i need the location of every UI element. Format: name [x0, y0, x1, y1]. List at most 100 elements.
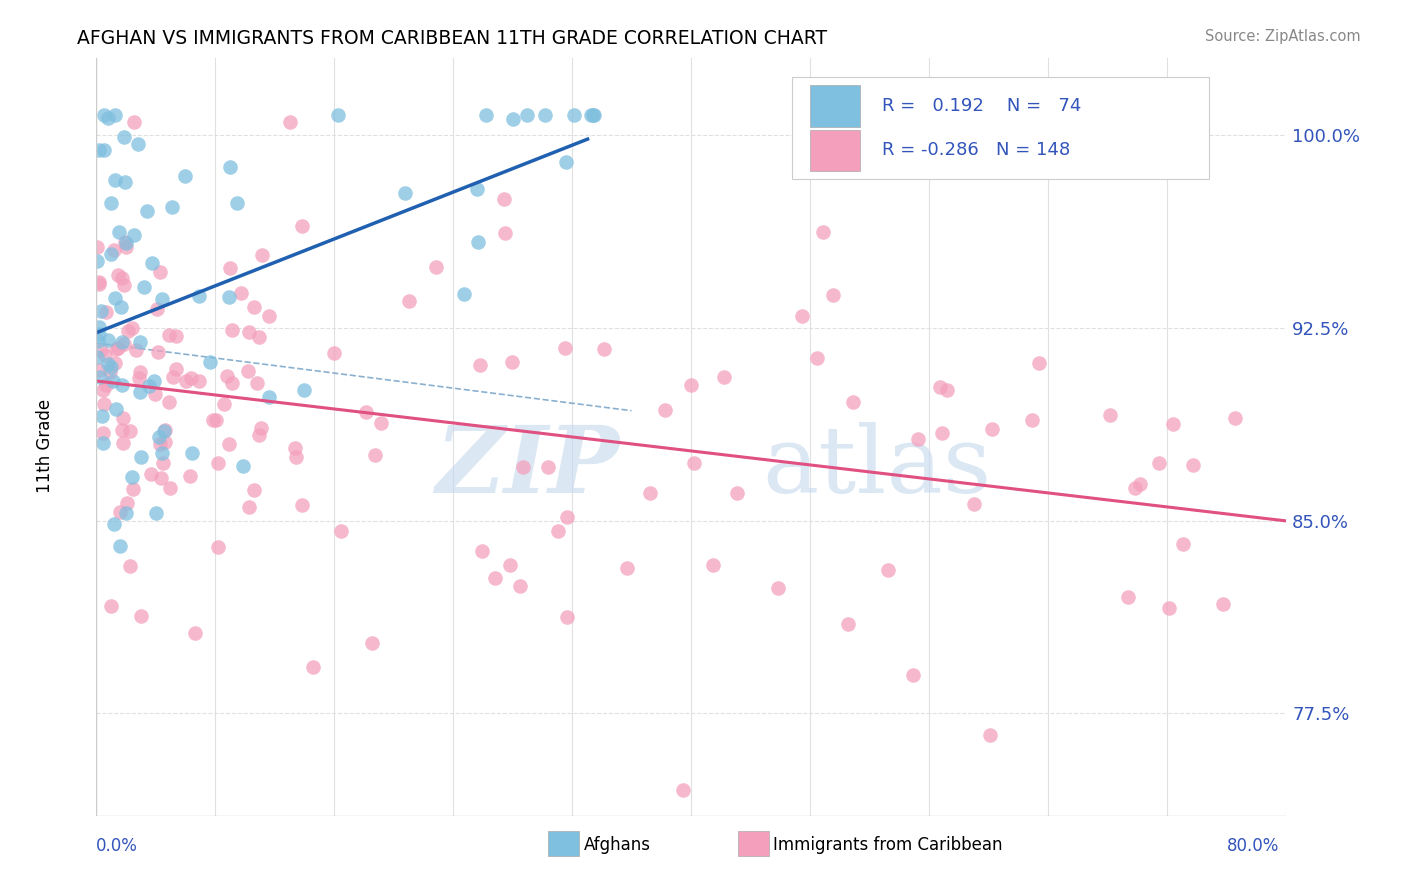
Point: [114, 235, 136, 250]
Point: [354, 405, 377, 419]
Point: [207, 456, 229, 470]
Point: [218, 290, 240, 304]
Point: [250, 421, 273, 435]
Point: [117, 324, 139, 338]
Point: [89, 370, 111, 384]
Point: [398, 294, 420, 309]
Point: [129, 335, 152, 350]
Point: [1147, 456, 1170, 470]
Point: [284, 441, 307, 455]
Point: [108, 505, 131, 519]
Point: [981, 422, 1004, 436]
Point: [291, 499, 314, 513]
Point: [89, 320, 111, 334]
Point: [112, 435, 135, 450]
Point: [494, 226, 516, 240]
Point: [91, 435, 114, 450]
Point: [152, 456, 174, 470]
Point: [184, 626, 207, 640]
Point: [246, 376, 269, 390]
Point: [931, 425, 953, 440]
Point: [91, 383, 114, 397]
Point: [713, 369, 735, 384]
Point: [128, 371, 150, 385]
Point: [104, 291, 127, 305]
Point: [174, 169, 197, 183]
Point: [114, 235, 136, 249]
Point: [146, 344, 169, 359]
Point: [111, 424, 134, 438]
Point: [141, 256, 163, 270]
Point: [90, 304, 112, 318]
Point: [188, 289, 211, 303]
Point: [150, 292, 173, 306]
Point: [582, 107, 605, 121]
Point: [929, 380, 952, 394]
Point: [326, 107, 349, 121]
Text: Immigrants from Caribbean: Immigrants from Caribbean: [773, 836, 1002, 854]
Text: ZIP: ZIP: [436, 423, 620, 512]
Point: [370, 416, 392, 430]
Point: [149, 471, 172, 485]
Point: [1223, 411, 1246, 425]
Point: [221, 322, 243, 336]
Point: [103, 356, 125, 370]
Point: [155, 423, 177, 437]
Point: [108, 225, 131, 239]
Point: [582, 107, 605, 121]
Point: [231, 286, 253, 301]
Point: [111, 334, 134, 349]
Point: [554, 341, 576, 355]
Point: [554, 155, 576, 169]
Point: [219, 160, 242, 174]
Point: [877, 563, 900, 577]
Point: [157, 395, 180, 409]
Point: [87, 363, 110, 377]
Point: [512, 459, 534, 474]
Point: [100, 599, 122, 614]
Point: [218, 437, 240, 451]
Point: [98, 365, 121, 379]
Point: [821, 288, 844, 302]
Point: [238, 500, 260, 514]
Point: [129, 385, 152, 400]
Point: [394, 186, 416, 201]
Point: [121, 321, 143, 335]
Point: [468, 358, 491, 372]
Point: [145, 506, 167, 520]
Point: [1116, 590, 1139, 604]
Point: [238, 325, 260, 339]
Point: [86, 350, 108, 364]
Point: [142, 374, 165, 388]
Point: [127, 137, 149, 152]
Point: [323, 346, 346, 360]
Point: [962, 497, 984, 511]
Point: [250, 247, 273, 261]
Point: [120, 424, 142, 438]
Text: AFGHAN VS IMMIGRANTS FROM CARIBBEAN 11TH GRADE CORRELATION CHART: AFGHAN VS IMMIGRANTS FROM CARIBBEAN 11TH…: [77, 29, 828, 47]
Point: [681, 377, 703, 392]
Point: [160, 200, 183, 214]
Point: [1098, 408, 1121, 422]
Point: [768, 581, 790, 595]
Point: [122, 483, 145, 497]
Point: [205, 413, 228, 427]
Point: [101, 375, 124, 389]
Point: [555, 610, 578, 624]
Point: [107, 268, 129, 283]
Point: [174, 374, 197, 388]
Point: [364, 448, 387, 462]
Point: [104, 342, 127, 356]
Point: [536, 460, 558, 475]
Point: [148, 430, 170, 444]
Point: [291, 219, 314, 233]
Point: [94, 348, 117, 362]
Point: [103, 243, 125, 257]
Point: [149, 437, 172, 451]
Point: [232, 459, 254, 474]
Point: [1028, 356, 1050, 370]
Point: [1171, 537, 1194, 551]
Point: [842, 395, 865, 409]
Point: [257, 390, 280, 404]
Point: [219, 260, 242, 275]
